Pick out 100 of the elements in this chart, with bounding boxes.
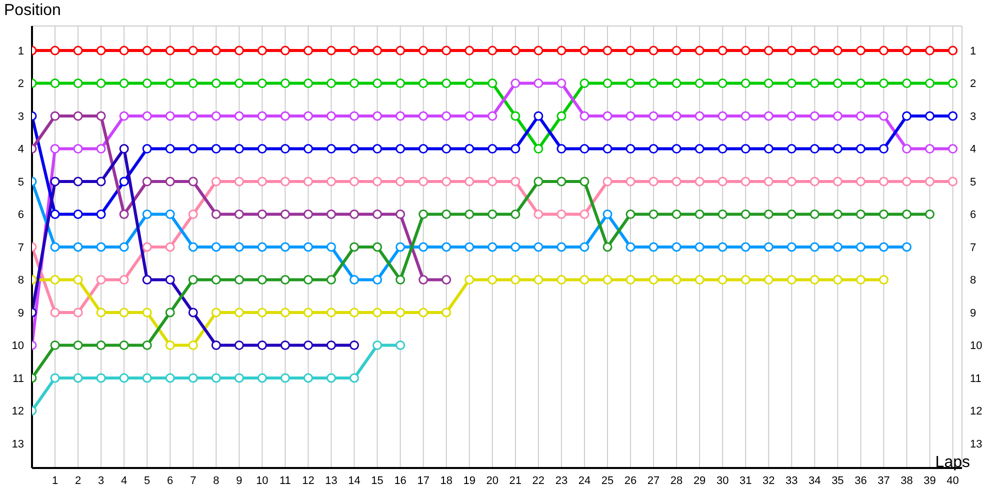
point	[211, 308, 221, 318]
point	[119, 340, 129, 350]
point	[464, 46, 474, 56]
point	[464, 242, 474, 252]
point	[350, 308, 360, 318]
point	[740, 144, 750, 154]
point	[326, 144, 336, 154]
point	[418, 46, 428, 56]
point	[464, 210, 474, 220]
y2-tick-label: 4	[970, 144, 976, 156]
point	[303, 210, 313, 220]
point	[211, 144, 221, 154]
point	[510, 46, 520, 56]
point	[73, 340, 83, 350]
y-tick-label: 13	[12, 438, 24, 450]
point	[832, 111, 842, 121]
x-tick-label: 30	[716, 474, 729, 487]
y-tick-label: 4	[18, 144, 24, 156]
point	[50, 111, 60, 121]
point	[534, 274, 544, 284]
point	[948, 144, 958, 154]
x-tick-label: 23	[555, 474, 568, 487]
point	[442, 274, 452, 284]
point	[396, 210, 406, 220]
point	[602, 78, 612, 88]
point	[786, 242, 796, 252]
point	[442, 144, 452, 154]
point	[510, 274, 520, 284]
point	[810, 274, 820, 284]
point	[326, 242, 336, 252]
point	[948, 78, 958, 88]
point	[580, 46, 590, 56]
point	[350, 176, 360, 186]
point	[626, 78, 636, 88]
point	[257, 373, 267, 383]
y-tick-label: 10	[12, 340, 24, 352]
point	[303, 78, 313, 88]
y2-tick-label: 11	[970, 372, 982, 385]
point	[534, 46, 544, 56]
point	[694, 46, 704, 56]
x-tick-label: 7	[190, 474, 196, 487]
point	[350, 78, 360, 88]
y2-tick-label: 12	[970, 406, 982, 418]
point	[626, 111, 636, 121]
point	[326, 308, 336, 318]
x-tick-label: 11	[280, 474, 291, 487]
point	[142, 242, 152, 252]
point	[257, 242, 267, 252]
point	[257, 274, 267, 284]
point	[142, 111, 152, 121]
point	[902, 46, 912, 56]
point	[878, 78, 888, 88]
point	[50, 308, 60, 318]
point	[740, 111, 750, 121]
x-tick-label: 25	[601, 474, 614, 487]
point	[534, 78, 544, 88]
x-tick-label: 18	[440, 474, 452, 487]
point	[626, 274, 636, 284]
point	[303, 176, 313, 186]
point	[925, 111, 935, 121]
point	[925, 210, 935, 220]
y2-tick-label: 13	[970, 438, 982, 450]
point	[372, 46, 382, 56]
point	[902, 242, 912, 252]
point	[73, 144, 83, 154]
point	[142, 46, 152, 56]
point	[648, 111, 658, 121]
point	[556, 46, 566, 56]
point	[718, 274, 728, 284]
point	[372, 78, 382, 88]
x-tick-label: 24	[578, 474, 591, 487]
point	[142, 373, 152, 383]
point	[810, 176, 820, 186]
point	[718, 46, 728, 56]
y2-tick-label: 1	[970, 45, 976, 58]
point	[73, 274, 83, 284]
point	[165, 78, 175, 88]
x-tick-label: 9	[236, 474, 242, 487]
y2-tick-label: 7	[970, 242, 976, 254]
point	[832, 210, 842, 220]
point	[50, 176, 60, 186]
point	[442, 308, 452, 318]
point	[442, 176, 452, 186]
point	[902, 176, 912, 186]
point	[280, 242, 290, 252]
point	[73, 176, 83, 186]
point	[856, 144, 866, 154]
point	[303, 46, 313, 56]
point	[556, 78, 566, 88]
point	[396, 111, 406, 121]
point	[372, 242, 382, 252]
point	[50, 242, 60, 252]
point	[672, 78, 682, 88]
x-axis-title: Laps	[935, 454, 970, 472]
x-tick-label: 6	[167, 474, 174, 487]
point	[396, 242, 406, 252]
x-tick-label: 15	[371, 474, 384, 487]
point	[534, 242, 544, 252]
point	[280, 46, 290, 56]
point	[280, 176, 290, 186]
